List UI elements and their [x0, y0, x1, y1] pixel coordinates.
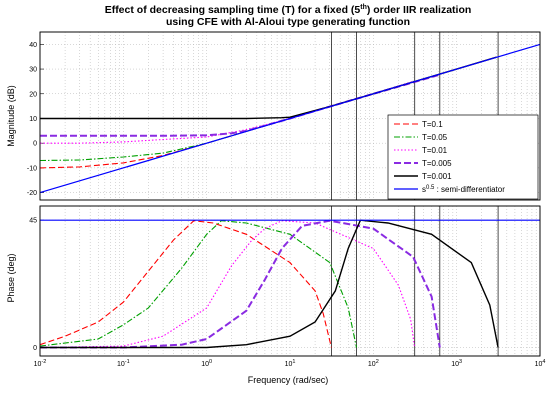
- x-tick-label: 102: [368, 359, 379, 368]
- magnitude-series-1: [39, 93, 374, 162]
- legend-label-0: T=0.1: [422, 120, 443, 129]
- magnitude-ytick-label: 30: [29, 67, 37, 74]
- phase-axes: 45 0 10-2 10-1 100 101 102 103 104: [29, 205, 546, 368]
- magnitude-ytick-label: -20: [27, 190, 37, 197]
- title-line-1-sup: th: [360, 4, 367, 11]
- legend-label-1: T=0.05: [422, 133, 448, 142]
- phase-ytick-label: 0: [33, 345, 37, 352]
- magnitude-ytick-label: 10: [29, 116, 37, 123]
- title-line-1-post: ) order IIR realization: [367, 4, 471, 16]
- phase-series-4: [40, 219, 499, 349]
- x-tick-label: 10-2: [34, 359, 47, 368]
- x-tick-label: 101: [285, 359, 296, 368]
- phase-series-3: [40, 219, 441, 349]
- phase-ytick-label: 45: [29, 218, 37, 225]
- magnitude-ytick-label: 20: [29, 91, 37, 98]
- legend: T=0.1 T=0.05 T=0.01 T=0.005 T=0.001 s0.5 : se…: [387, 114, 539, 200]
- phase-series-2: [39, 220, 416, 349]
- phase-series-1: [39, 220, 358, 348]
- legend-box: [387, 114, 539, 200]
- x-tick-label: 104: [535, 359, 546, 368]
- magnitude-ytick-label: -10: [27, 165, 37, 172]
- magnitude-frame: [39, 31, 541, 201]
- title-line-1-pre: Effect of decreasing sampling time (T) f…: [105, 4, 361, 16]
- x-tick-label: 103: [451, 359, 462, 368]
- x-axis-label: Frequency (rad/sec): [248, 375, 329, 385]
- chart-title: Effect of decreasing sampling time (T) f…: [105, 4, 472, 28]
- magnitude-ytick-label: 0: [33, 141, 37, 148]
- magnitude-series-5: [39, 43, 541, 194]
- title-line-1: Effect of decreasing sampling time (T) f…: [105, 4, 472, 16]
- legend-label-3: T=0.005: [422, 159, 452, 168]
- x-tick-label: 100: [201, 359, 212, 368]
- x-tick-label: 10-1: [117, 359, 130, 368]
- legend-label-5: s0.5 : semi-differentiator: [422, 185, 505, 194]
- legend-label-4: T=0.001: [422, 172, 452, 181]
- magnitude-ytick-label: 40: [29, 42, 37, 49]
- phase-ylabel: Phase (deg): [6, 253, 16, 302]
- magnitude-ylabel: Magnitude (dB): [6, 85, 16, 147]
- phase-frame: [39, 205, 541, 357]
- legend-label-2: T=0.01: [422, 146, 448, 155]
- title-line-2: using CFE with Al-Aloui type generating …: [166, 16, 410, 28]
